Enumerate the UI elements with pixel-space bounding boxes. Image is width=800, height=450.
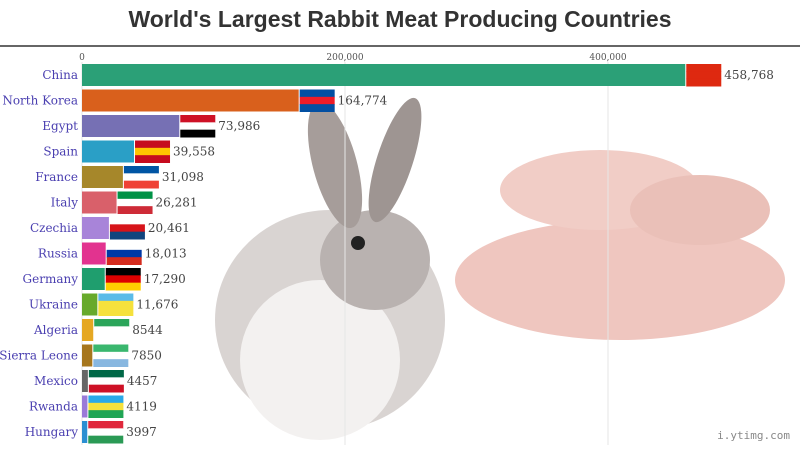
- x-tick-label: 0: [79, 53, 85, 63]
- rabbit-image: [215, 97, 445, 440]
- flag-stripe: [106, 257, 142, 265]
- value-label: 4457: [127, 374, 158, 388]
- flag-stripe: [686, 78, 722, 87]
- flag-stripe: [135, 155, 171, 163]
- value-label: 7850: [131, 349, 162, 363]
- flag-stripe: [180, 129, 216, 138]
- flag-stripe: [98, 308, 134, 316]
- x-tick-label: 200,000: [326, 53, 363, 63]
- value-label: 18,013: [145, 247, 187, 261]
- category-label: Ukraine: [29, 298, 78, 312]
- chart-title: World's Largest Rabbit Meat Producing Co…: [128, 6, 672, 32]
- category-label: Spain: [43, 145, 78, 159]
- title-divider: [0, 45, 800, 47]
- x-tick-label: 400,000: [589, 53, 626, 63]
- category-label: Mexico: [34, 374, 78, 388]
- category-label: Russia: [38, 247, 78, 261]
- bar: [82, 268, 105, 290]
- value-label: 3997: [126, 425, 157, 439]
- flag-stripe: [117, 206, 153, 214]
- flag-stripe: [94, 319, 130, 327]
- value-label: 8544: [132, 323, 163, 337]
- category-label: Sierra Leone: [0, 349, 78, 363]
- category-label: France: [35, 170, 78, 184]
- bar: [82, 395, 88, 418]
- bar: [82, 115, 180, 137]
- flag-stripe: [88, 435, 124, 444]
- flag-stripe: [299, 104, 335, 112]
- bar: [82, 344, 93, 367]
- category-label: Germany: [23, 272, 79, 286]
- flag-stripe: [88, 377, 124, 386]
- flag-stripe: [123, 173, 159, 182]
- value-label: 39,558: [173, 145, 215, 159]
- flag-stripe: [117, 191, 153, 200]
- bar: [82, 242, 106, 265]
- flag-stripe: [135, 140, 171, 149]
- category-label: Italy: [51, 196, 79, 210]
- flag-stripe: [299, 89, 335, 98]
- bar: [82, 64, 686, 86]
- value-label: 73,986: [218, 119, 260, 133]
- flag-stripe: [88, 384, 124, 393]
- bar: [82, 191, 117, 214]
- category-label: Czechia: [30, 221, 78, 235]
- flag-stripe: [93, 359, 129, 367]
- flag-stripe: [106, 242, 142, 251]
- flag-stripe: [123, 166, 159, 174]
- rabbit-meat-image: [455, 150, 785, 340]
- bar: [82, 319, 94, 341]
- flag-stripe: [94, 333, 130, 342]
- value-label: 11,676: [136, 298, 178, 312]
- flag-stripe: [686, 64, 722, 72]
- bar: [82, 89, 299, 112]
- value-label: 17,290: [144, 272, 186, 286]
- category-label: North Korea: [2, 94, 78, 108]
- flag-stripe: [98, 300, 134, 309]
- flag-stripe: [109, 224, 145, 233]
- bar: [82, 370, 88, 392]
- flag-stripe: [88, 395, 124, 404]
- flag-stripe: [109, 217, 145, 225]
- flag-stripe: [135, 147, 171, 156]
- value-label: 31,098: [162, 170, 204, 184]
- category-label: Rwanda: [29, 400, 78, 414]
- flag-stripe: [98, 293, 134, 302]
- flag-stripe: [105, 268, 141, 276]
- flag-stripe: [94, 326, 130, 335]
- flag-stripe: [88, 428, 124, 437]
- value-label: 458,768: [724, 68, 774, 82]
- value-label: 164,774: [338, 94, 388, 108]
- bar: [82, 217, 109, 239]
- flag-stripe: [88, 402, 124, 411]
- flag-stripe: [93, 344, 129, 353]
- flag-stripe: [180, 115, 216, 123]
- flag-stripe: [686, 71, 722, 80]
- bar: [82, 293, 98, 316]
- flag-stripe: [180, 122, 216, 131]
- bar: [82, 140, 135, 163]
- flag-stripe: [105, 282, 141, 291]
- watermark: i.ytimg.com: [717, 429, 790, 442]
- category-label: Hungary: [25, 425, 78, 439]
- value-label: 4119: [126, 400, 157, 414]
- bar: [82, 166, 123, 188]
- value-label: 26,281: [156, 196, 198, 210]
- value-label: 20,461: [148, 221, 190, 235]
- flag-stripe: [88, 421, 124, 429]
- bar: [82, 421, 88, 443]
- category-label: Egypt: [42, 119, 78, 133]
- category-label: China: [42, 68, 78, 82]
- category-label: Algeria: [33, 323, 78, 337]
- flag-stripe: [88, 370, 124, 378]
- flag-stripe: [299, 96, 335, 105]
- flag-stripe: [88, 410, 124, 418]
- flag-stripe: [109, 231, 145, 240]
- flag-stripe: [117, 198, 153, 207]
- flag-stripe: [105, 275, 141, 284]
- flag-stripe: [93, 351, 129, 360]
- flag-stripe: [106, 249, 142, 258]
- flag-stripe: [123, 180, 159, 189]
